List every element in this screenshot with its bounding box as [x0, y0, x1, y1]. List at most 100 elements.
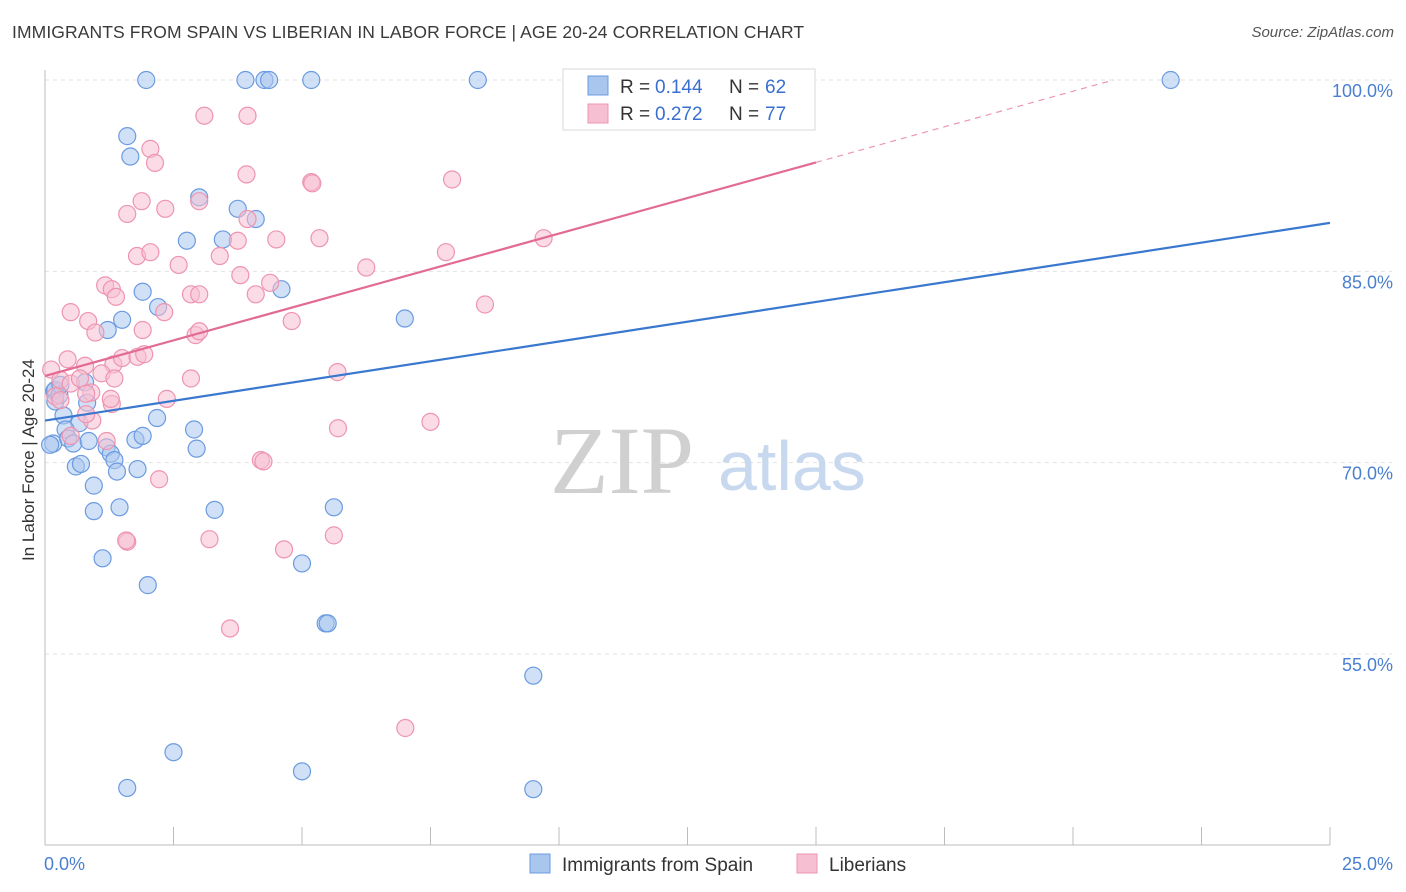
point-spain: [524, 666, 543, 685]
stats-r-label-spain: R =: [620, 77, 650, 98]
point-spain: [177, 231, 196, 250]
point-liberians: [267, 230, 286, 249]
point-spain: [137, 70, 156, 90]
stats-n-label-spain: N =: [729, 77, 759, 98]
point-liberians: [61, 426, 80, 445]
point-spain: [112, 310, 132, 329]
watermark: ZIP atlas: [550, 407, 866, 514]
point-liberians: [274, 540, 294, 559]
axes: [44, 70, 1331, 846]
point-liberians: [238, 106, 257, 125]
point-spain: [236, 70, 255, 90]
point-liberians: [303, 174, 322, 193]
point-liberians: [169, 255, 188, 275]
point-liberians: [328, 363, 347, 382]
stats-swatch-liberians: [587, 103, 609, 124]
stats-r-value-liberians: 0.272: [655, 104, 703, 125]
point-liberians: [157, 389, 176, 408]
watermark-zip: ZIP: [550, 407, 694, 514]
trend-lines: [44, 79, 1331, 422]
series-legend: Immigrants from Spain Liberians: [529, 853, 906, 876]
y-tick-label: 85.0%: [1342, 272, 1393, 292]
stats-r-label-liberians: R =: [620, 104, 650, 125]
point-liberians: [117, 531, 136, 550]
point-liberians: [145, 153, 165, 173]
point-liberians: [97, 431, 116, 451]
point-liberians: [61, 303, 80, 322]
point-liberians: [101, 389, 120, 408]
point-liberians: [246, 285, 265, 304]
stats-swatch-spain: [587, 75, 609, 96]
point-liberians: [282, 311, 301, 331]
point-spain: [187, 439, 206, 458]
legend-swatch-spain: [529, 853, 551, 874]
trend-line-spain: [44, 221, 1331, 422]
point-spain: [84, 476, 103, 495]
point-liberians: [181, 369, 201, 388]
point-liberians: [324, 526, 343, 545]
point-liberians: [141, 243, 160, 262]
point-spain: [164, 743, 183, 762]
stats-n-label-liberians: N =: [729, 104, 759, 125]
chart-title: IMMIGRANTS FROM SPAIN VS LIBERIAN IN LAB…: [12, 22, 805, 42]
point-spain: [524, 780, 543, 799]
watermark-atlas: atlas: [718, 427, 866, 505]
point-spain: [79, 431, 98, 451]
point-spain: [318, 614, 337, 633]
legend-label-spain: Immigrants from Spain: [562, 855, 753, 876]
point-spain: [118, 127, 137, 146]
point-spain: [71, 454, 91, 474]
point-liberians: [106, 287, 126, 306]
point-spain: [93, 549, 112, 568]
point-spain: [205, 500, 224, 519]
point-liberians: [86, 323, 105, 342]
chart-source: Source: ZipAtlas.com: [1251, 24, 1394, 41]
point-liberians: [200, 530, 219, 549]
point-liberians: [132, 192, 151, 211]
point-liberians: [70, 369, 90, 388]
point-liberians: [77, 384, 96, 403]
point-spain: [133, 426, 152, 445]
point-liberians: [155, 303, 174, 322]
point-spain: [138, 576, 157, 595]
stats-legend: R = 0.144 N = 62 R = 0.272 N = 77: [562, 68, 816, 131]
stats-r-value-spain: 0.144: [655, 77, 703, 98]
point-spain: [292, 762, 312, 781]
y-axis-label: In Labor Force | Age 20-24: [19, 359, 38, 561]
legend-swatch-liberians: [796, 853, 818, 874]
point-liberians: [237, 165, 256, 184]
point-liberians: [105, 369, 124, 388]
point-spain: [147, 408, 167, 428]
point-liberians: [156, 199, 175, 218]
x-tick-label-max: 25.0%: [1342, 854, 1393, 874]
point-liberians: [190, 285, 209, 304]
point-liberians: [133, 320, 152, 340]
point-liberians: [396, 718, 415, 738]
tick-labels: 55.0% 70.0% 85.0% 100.0% 0.0% 25.0%: [44, 81, 1393, 874]
point-spain: [302, 70, 321, 90]
point-liberians: [150, 470, 169, 489]
stats-n-value-liberians: 77: [765, 104, 786, 125]
point-liberians: [228, 231, 247, 250]
trend-line-liberians-extension: [815, 79, 1114, 163]
point-spain: [133, 282, 152, 301]
legend-label-liberians: Liberians: [829, 855, 906, 876]
point-liberians: [210, 246, 229, 266]
point-spain: [395, 309, 414, 328]
point-liberians: [118, 204, 137, 224]
point-spain: [84, 502, 103, 521]
point-spain: [184, 420, 204, 439]
point-spain: [292, 554, 312, 573]
point-liberians: [421, 412, 440, 431]
point-liberians: [436, 243, 456, 262]
x-tick-label-min: 0.0%: [44, 854, 85, 874]
point-liberians: [190, 192, 209, 211]
trend-line-liberians: [44, 161, 817, 377]
point-spain: [107, 462, 127, 481]
point-liberians: [195, 106, 214, 125]
point-liberians: [328, 419, 348, 438]
stats-n-value-spain: 62: [765, 77, 786, 98]
point-liberians: [310, 229, 329, 248]
point-spain: [1161, 70, 1180, 90]
